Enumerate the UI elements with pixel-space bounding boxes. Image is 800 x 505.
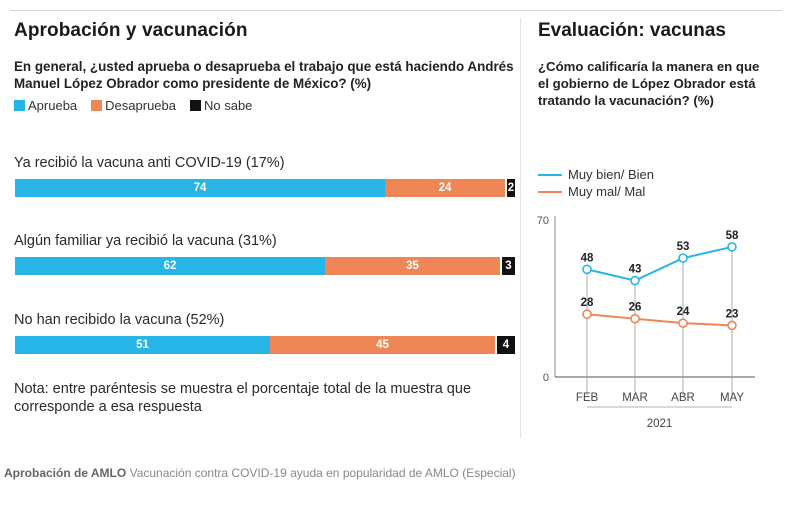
line-chart: 0 70 FEB MAR ABR MAY 2021 48 43 53 58 28 26 24 23 xyxy=(537,215,755,430)
legend-item-aprueba: Aprueba xyxy=(14,98,77,113)
data-label-bad: 28 xyxy=(581,297,594,309)
data-point-bad xyxy=(678,318,688,328)
x-axis-year-label: 2021 xyxy=(647,418,673,430)
evaluation-panel: Evaluación: vacunas ¿Cómo calificaría la… xyxy=(538,20,778,109)
data-label-bad: 23 xyxy=(726,308,739,320)
bar-segment-aprueba: 74 xyxy=(15,179,385,197)
data-point-bad xyxy=(727,320,737,331)
top-rule xyxy=(10,10,782,11)
bar-group: Algún familiar ya recibió la vacuna (31%… xyxy=(14,233,515,275)
x-tick-label: ABR xyxy=(671,392,695,404)
legend-swatch-aprueba xyxy=(14,100,25,111)
data-label-good: 53 xyxy=(677,241,690,253)
legend-swatch-desaprueba xyxy=(91,100,103,111)
caption-bold: Aprobación de AMLO xyxy=(4,466,127,480)
y-tick-label: 70 xyxy=(537,215,549,227)
series-line-good xyxy=(586,245,733,282)
bar-segment-desaprueba: 45 xyxy=(270,336,495,354)
bar-track: 62 35 3 xyxy=(15,257,515,275)
bar-legend: Aprueba Desaprueba No sabe xyxy=(14,98,514,113)
data-label-good: 43 xyxy=(629,264,642,276)
data-point-bad xyxy=(582,309,592,319)
bar-track: 74 24 2 xyxy=(15,179,515,197)
legend-item-no-sabe: No sabe xyxy=(189,98,253,113)
line-legend-item-bad: Muy mal/ Mal xyxy=(538,183,654,200)
image-caption: Aprobación de AMLO Vacunación contra COV… xyxy=(4,466,516,480)
bar-segment-aprueba: 51 xyxy=(15,336,270,354)
bar-segment-desaprueba: 35 xyxy=(325,257,500,275)
line-legend: Muy bien/ Bien Muy mal/ Mal xyxy=(538,166,654,200)
data-label-bad: 26 xyxy=(629,302,642,314)
legend-item-desaprueba: Desaprueba xyxy=(91,98,176,113)
data-label-bad: 24 xyxy=(677,306,690,318)
bar-track: 51 45 4 xyxy=(15,336,515,354)
data-point-good xyxy=(727,242,737,252)
data-label-good: 58 xyxy=(726,230,739,242)
data-point-good xyxy=(582,264,592,275)
approval-question: En general, ¿usted aprueba o desaprueba … xyxy=(14,59,514,91)
caption-text: Vacunación contra COVID-19 ayuda en popu… xyxy=(129,466,516,480)
line-legend-item-good: Muy bien/ Bien xyxy=(538,166,654,183)
legend-swatch-no-sabe xyxy=(189,100,201,111)
line-legend-label-good: Muy bien/ Bien xyxy=(568,167,654,182)
bar-segment-no-sabe: 4 xyxy=(495,336,515,354)
evaluation-question: ¿Cómo calificaría la manera en que el go… xyxy=(538,59,760,108)
bar-group: Ya recibió la vacuna anti COVID-19 (17%)… xyxy=(14,155,515,197)
line-legend-label-bad: Muy mal/ Mal xyxy=(568,184,646,199)
legend-label-desaprueba: Desaprueba xyxy=(105,98,176,113)
bar-category-label: Ya recibió la vacuna anti COVID-19 (17%) xyxy=(14,155,285,171)
x-tick-label: MAY xyxy=(720,392,744,404)
legend-label-no-sabe: No sabe xyxy=(203,98,253,113)
approval-panel: Aprobación y vacunación En general, ¿ust… xyxy=(14,20,515,415)
line-legend-swatch-bad xyxy=(538,190,562,193)
x-tick-label: FEB xyxy=(576,392,599,404)
bar-category-label: No han recibido la vacuna (52%) xyxy=(14,312,225,328)
data-label-good: 48 xyxy=(581,252,594,264)
legend-label-aprueba: Aprueba xyxy=(28,98,78,113)
series-line-bad xyxy=(586,313,733,327)
evaluation-title: Evaluación: vacunas xyxy=(538,20,726,41)
data-point-bad xyxy=(630,313,640,324)
data-point-good xyxy=(678,253,688,263)
footnote: Nota: entre paréntesis se muestra el por… xyxy=(14,381,472,415)
bar-segment-desaprueba: 24 xyxy=(385,179,505,197)
x-tick-label: MAR xyxy=(622,392,648,404)
data-point-good xyxy=(630,275,640,286)
bar-category-label: Algún familiar ya recibió la vacuna (31%… xyxy=(14,233,277,249)
bar-segment-no-sabe: 3 xyxy=(500,257,515,275)
line-legend-swatch-good xyxy=(538,173,562,176)
bar-segment-no-sabe: 2 xyxy=(505,179,515,197)
approval-title: Aprobación y vacunación xyxy=(14,20,248,41)
panel-divider xyxy=(520,18,521,438)
y-tick-label: 0 xyxy=(543,372,549,384)
bar-segment-aprueba: 62 xyxy=(15,257,325,275)
bar-group: No han recibido la vacuna (52%) 51 45 4 xyxy=(14,312,515,354)
